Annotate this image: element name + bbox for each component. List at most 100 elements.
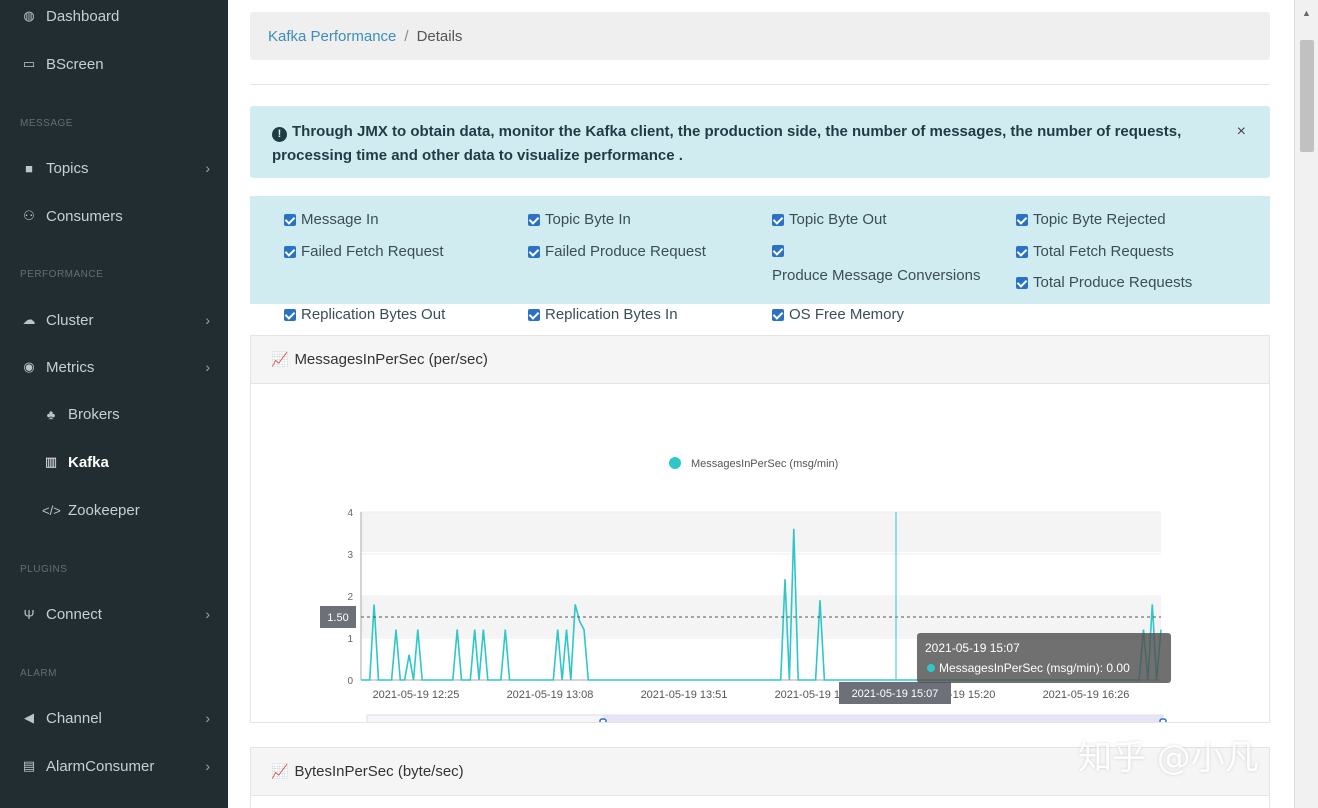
x-tick-label: 2021-05-19 12:25 [373,689,460,701]
line-chart-icon: 📈 [271,351,289,367]
checkbox-topic-byte-rejected[interactable]: Topic Byte Rejected [1016,211,1166,228]
checkbox-label: Topic Byte Out [789,211,887,228]
eye-icon: ◉ [23,359,35,374]
breadcrumb: Kafka Performance / Details [250,12,1270,60]
datazoom-handle [1159,718,1167,722]
plot-band [361,512,1161,552]
datazoom-slider[interactable] [366,714,1167,722]
scroll-up-arrow-icon[interactable]: ▲ [1302,8,1311,18]
tooltip-marker [927,664,935,672]
sidebar-item-label: Brokers [68,405,120,423]
y-tick-label: 3 [347,550,353,561]
checkbox-checked-icon[interactable] [1016,245,1028,258]
sidebar-item-kafka[interactable]: ▥ Kafka [0,442,228,482]
checkbox-total-fetch-requests[interactable]: Total Fetch Requests [1016,243,1174,260]
checkbox-checked-icon[interactable] [1016,276,1028,289]
checkbox-produce-message-conversions[interactable] [772,245,789,257]
checkbox-checked-icon[interactable] [284,308,296,321]
checkbox-label: Replication Bytes In [545,306,678,323]
sidebar-item-topics[interactable]: ■ Topics › [0,148,228,188]
checkbox-checked-icon[interactable] [284,213,296,226]
x-cursor-box [839,682,951,704]
checkbox-message-in[interactable]: Message In [284,211,379,228]
y-cursor-label: 1.50 [327,612,348,624]
x-tick-label: 2021-05-19 13:51 [641,689,728,701]
consumers-icon: ⚇ [23,208,35,223]
close-icon[interactable]: × [1236,123,1246,140]
checkbox-replication-bytes-out[interactable]: Replication Bytes Out [284,306,445,323]
cloud-icon: ☁ [22,312,36,327]
checkbox-label: Topic Byte Rejected [1033,211,1166,228]
checkbox-total-produce-requests[interactable]: Total Produce Requests [1016,274,1192,291]
chevron-right-icon: › [205,312,210,328]
panel-title: MessagesInPerSec (per/sec) [294,351,488,368]
checkbox-failed-fetch-request[interactable]: Failed Fetch Request [284,243,444,260]
sidebar-item-alarmconsumer[interactable]: ▤ AlarmConsumer › [0,746,228,786]
plug-icon: Ψ [23,606,35,622]
checkbox-checked-icon[interactable] [772,213,784,226]
checkbox-os-free-memory[interactable]: OS Free Memory [772,306,904,323]
chart-legend[interactable]: MessagesInPerSec (msg/min) [669,457,838,470]
y-tick-label: 0 [347,676,353,687]
chevron-right-icon: › [205,758,210,774]
sidebar-item-bscreen[interactable]: ▭ BScreen [0,44,228,84]
sidebar-item-metrics[interactable]: ◉ Metrics › [0,347,228,387]
bullhorn-icon: ◀ [24,710,34,725]
monitor-icon: ▭ [22,56,36,71]
breadcrumb-separator: / [404,27,409,45]
watermark: 知乎 @小凡 [1078,738,1259,778]
sidebar-item-channel[interactable]: ◀ Channel › [0,698,228,738]
sidebar-item-brokers[interactable]: ♣ Brokers [0,394,228,434]
sidebar-header-alarm: ALARM [20,668,57,679]
checkbox-label: Produce Message Conversions [772,267,981,284]
checkbox-checked-icon[interactable] [528,245,540,258]
sidebar-header-plugins: PLUGINS [20,564,68,575]
sidebar-item-zookeeper[interactable]: </> Zookeeper [0,490,228,530]
checkbox-label: Total Produce Requests [1033,274,1193,291]
sidebar-item-label: Dashboard [46,7,120,25]
sidebar-item-label: BScreen [46,55,104,73]
code-icon: </> [42,502,61,518]
checkbox-topic-byte-in[interactable]: Topic Byte In [528,211,631,228]
sidebar-item-label: Topics [46,159,89,177]
y-tick-label: 4 [347,508,353,519]
breadcrumb-link-kafka-performance[interactable]: Kafka Performance [268,27,397,45]
checkbox-topic-byte-out[interactable]: Topic Byte Out [772,211,887,228]
sidebar-header-performance: PERFORMANCE [20,269,104,280]
checkbox-checked-icon[interactable] [284,245,296,258]
checkbox-checked-icon[interactable] [1016,213,1028,226]
checkbox-checked-icon[interactable] [528,213,540,226]
sitemap-icon: ♣ [46,406,56,422]
checkbox-label: Failed Produce Request [545,243,706,260]
scroll-thumb[interactable] [1300,40,1314,152]
sidebar-item-cluster[interactable]: ☁ Cluster › [0,300,228,340]
alarm-icon: ▤ [22,758,36,773]
x-tick-label: 2021-05-19 13:08 [507,689,594,701]
messages-in-chart[interactable]: MessagesInPerSec (msg/min) 0 1 2 3 4 2021-05… [251,384,1269,722]
chevron-right-icon: › [205,160,210,176]
checkbox-checked-icon[interactable] [528,308,540,321]
x-cursor-label: 2021-05-19 15:07 [852,688,939,700]
panel-header: 📈 MessagesInPerSec (per/sec) [251,336,1269,384]
sidebar-item-dashboard[interactable]: ◍ Dashboard [0,0,228,36]
divider [250,84,1270,85]
chevron-right-icon: › [205,359,210,375]
tooltip-series: MessagesInPerSec (msg/min): 0.00 [939,661,1130,675]
tooltip-box [917,633,1171,683]
x-tick-label: 2021-05-19 16:26 [1043,689,1130,701]
checkbox-checked-icon[interactable] [772,308,784,321]
page-scrollbar[interactable]: ▲ [1294,0,1318,808]
topics-icon: ■ [25,160,33,176]
chart-cursor: 1.50 2021-05-19 15:07 [320,512,1161,704]
sidebar-item-label: Channel [46,709,102,727]
sidebar-item-consumers[interactable]: ⚇ Consumers [0,196,228,236]
sidebar-item-connect[interactable]: Ψ Connect › [0,594,228,634]
sidebar-item-label: Consumers [46,207,123,225]
checkbox-replication-bytes-in[interactable]: Replication Bytes In [528,306,678,323]
checkbox-checked-icon[interactable] [772,245,784,257]
sidebar-item-label: Zookeeper [68,501,140,519]
checkbox-failed-produce-request[interactable]: Failed Produce Request [528,243,706,260]
checkbox-label: Replication Bytes Out [301,306,446,323]
messages-in-panel: 📈 MessagesInPerSec (per/sec) MessagesInP… [250,335,1270,723]
chevron-right-icon: › [205,606,210,622]
